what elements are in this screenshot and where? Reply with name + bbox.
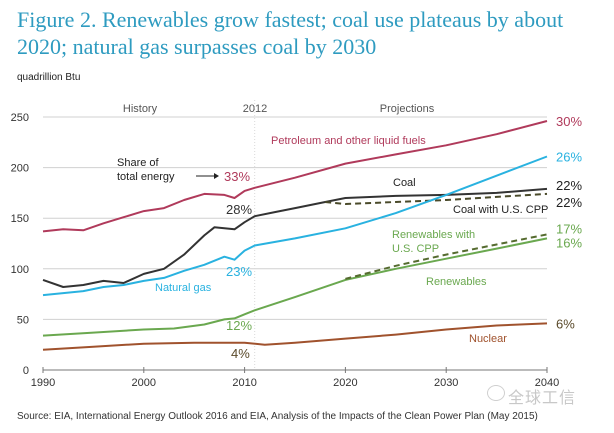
y-tick-label: 200 <box>11 163 29 175</box>
series-line-natural-gas <box>42 155 548 297</box>
end-share-label-renewables-with-u-s-cpp: 17% <box>556 221 582 236</box>
y-tick-labels: 0 50 100 150 200 250 <box>11 112 29 377</box>
start-share-label-coal: 28% <box>226 202 252 217</box>
share-annotation-line1: Share of <box>117 157 160 169</box>
y-tick-label: 50 <box>17 314 29 326</box>
x-tick-label: 2030 <box>434 377 458 389</box>
end-share-label-petroleum-and-other-liquid-fuels: 30% <box>556 114 582 129</box>
series-line-petroleum-and-other-liquid-fuels <box>42 120 548 233</box>
x-tick-label: 1990 <box>31 377 55 389</box>
series-lines <box>42 120 548 351</box>
source-note: Source: EIA, International Energy Outloo… <box>17 411 538 422</box>
y-axis-units-label: quadrillion Btu <box>17 72 81 83</box>
y-tick-label: 150 <box>11 213 29 225</box>
x-tick-label: 2020 <box>333 377 357 389</box>
label-coal: Coal <box>393 177 416 189</box>
series-line-coal <box>42 187 548 288</box>
label-renewables-cpp-2: U.S. CPP <box>392 243 439 255</box>
end-share-label-coal: 22% <box>556 178 582 193</box>
y-tick-label: 0 <box>23 365 29 377</box>
series-line-renewables-with-u-s-cpp <box>345 233 548 280</box>
x-tick-label: 2040 <box>535 377 559 389</box>
history-label: History <box>123 103 158 115</box>
wechat-watermark-icon <box>487 385 505 401</box>
end-share-label-coal-with-u-s-cpp: 22% <box>556 195 582 210</box>
end-share-label-renewables: 16% <box>556 235 582 250</box>
x-axis: 1990 2000 2010 2020 2030 2040 <box>31 367 559 389</box>
series-line-coal-with-u-s-cpp <box>325 192 548 205</box>
series-line-nuclear <box>42 322 548 351</box>
start-share-label-renewables: 12% <box>226 318 252 333</box>
label-renewables: Renewables <box>426 276 487 288</box>
start-share-label-petroleum-and-other-liquid-fuels: 33% <box>224 169 250 184</box>
start-share-label-nuclear: 4% <box>231 346 250 361</box>
label-coal-cpp: Coal with U.S. CPP <box>453 204 548 216</box>
projections-label: Projections <box>380 103 435 115</box>
y-tick-label: 250 <box>11 112 29 124</box>
start-share-label-natural-gas: 23% <box>226 264 252 279</box>
end-share-label-nuclear: 6% <box>556 316 575 331</box>
watermark: 全球工信 <box>508 390 577 407</box>
y-tick-label: 100 <box>11 264 29 276</box>
gridlines <box>43 116 547 320</box>
series-line-renewables <box>42 237 548 337</box>
share-percent-labels: 30% 22% 22% 26% 16%17% 6% 33% 28% 23% 12% 4% <box>224 114 582 361</box>
label-renewables-cpp-1: Renewables with <box>392 229 475 241</box>
share-annotation-arrowhead <box>214 173 219 179</box>
label-nuclear: Nuclear <box>469 333 507 345</box>
label-petroleum: Petroleum and other liquid fuels <box>271 135 426 147</box>
label-natural-gas: Natural gas <box>155 282 212 294</box>
x-tick-label: 2010 <box>232 377 256 389</box>
share-annotation-line2: total energy <box>117 171 175 183</box>
end-share-label-natural-gas: 26% <box>556 149 582 164</box>
divider-year-label: 2012 <box>243 103 267 115</box>
chart-title: Figure 2. Renewables grow fastest; coal … <box>17 7 564 59</box>
x-tick-label: 2000 <box>132 377 156 389</box>
